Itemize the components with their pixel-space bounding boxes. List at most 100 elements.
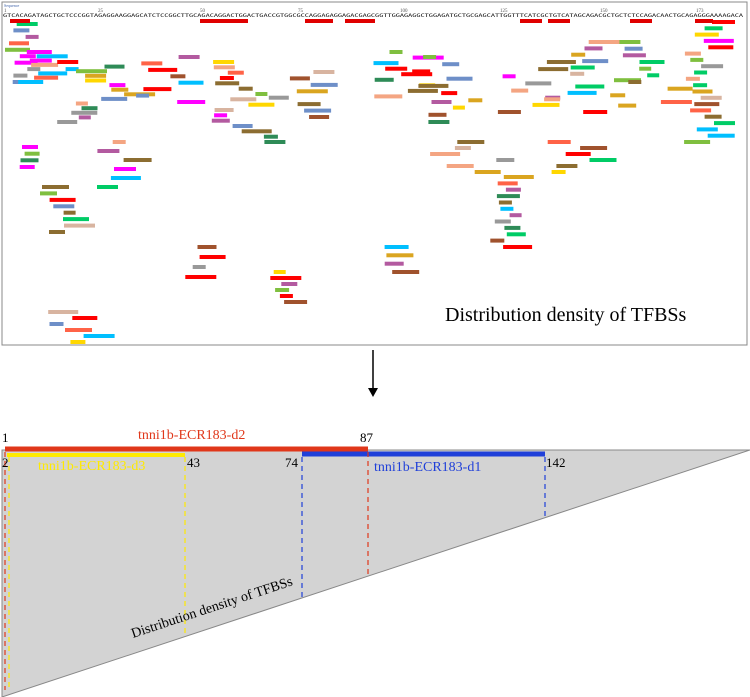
tfbs-block — [712, 20, 735, 24]
tfbs-block — [622, 53, 646, 58]
tfbs-block — [97, 185, 118, 189]
tfbs-block — [141, 61, 163, 66]
tfbs-block — [284, 300, 308, 304]
tfbs-block — [5, 47, 30, 52]
tfbs-block — [500, 206, 514, 211]
pos-74-label: 74 — [285, 455, 299, 470]
tfbs-block — [211, 118, 230, 123]
top-caption: Distribution density of TFBSs — [445, 304, 687, 326]
tfbs-block — [423, 55, 437, 59]
tfbs-block — [575, 84, 605, 89]
pos-43-label: 43 — [187, 455, 200, 470]
label-d1: tnni1b-ECR183-d1 — [374, 460, 481, 475]
tfbs-block — [345, 19, 375, 23]
ruler: 1 25 50 75 100 125 150 173 — [4, 9, 704, 14]
tfbs-block — [511, 88, 529, 93]
tfbs-block — [34, 75, 59, 80]
tfbs-block — [567, 90, 597, 95]
tfbs-block — [457, 140, 485, 144]
tfbs-block — [213, 65, 235, 70]
tfbs-block — [498, 200, 512, 205]
tfbs-block — [64, 223, 95, 228]
tfbs-block — [441, 91, 458, 96]
tfbs-block — [694, 102, 720, 107]
tfbs-block — [532, 102, 560, 107]
tfbs-block — [57, 60, 79, 64]
tfbs-block — [40, 191, 57, 196]
tfbs-block — [309, 115, 330, 119]
tfbs-block — [544, 97, 561, 102]
ruler-tick-1: 1 — [4, 9, 7, 14]
tfbs-block — [496, 158, 515, 162]
tfbs-block — [178, 55, 200, 59]
tfbs-block — [538, 67, 569, 72]
tfbs-block — [85, 73, 107, 78]
tfbs-block — [81, 106, 98, 111]
tfbs-block — [494, 219, 511, 224]
tfbs-block — [14, 60, 38, 65]
tfbs-block — [83, 334, 115, 338]
tfbs-block — [497, 181, 518, 186]
tfbs-block — [667, 86, 693, 91]
tfbs-block — [70, 340, 86, 344]
tfbs-block — [63, 217, 89, 222]
tfbs-block — [696, 127, 718, 132]
tfbs-block — [192, 265, 206, 269]
tfbs-block — [110, 176, 141, 180]
tfbs-block — [619, 40, 641, 44]
pos-87-label: 87 — [360, 430, 374, 445]
tfbs-block — [42, 185, 69, 189]
tfbs-block — [112, 140, 126, 144]
tfbs-block — [232, 124, 253, 128]
tfbs-block — [111, 87, 129, 92]
tfbs-block — [199, 255, 226, 259]
tfbs-block — [297, 102, 321, 107]
tfbs-block — [384, 261, 404, 266]
tfbs-block — [502, 74, 516, 79]
tfbs-block — [76, 69, 107, 74]
tfbs-block — [583, 110, 608, 114]
tfbs-block — [230, 97, 257, 102]
tfbs-block — [304, 108, 332, 113]
tfbs-block — [38, 71, 68, 76]
tfbs-block — [281, 282, 298, 286]
tfbs-block — [373, 61, 399, 66]
tfbs-block — [639, 66, 652, 71]
tfbs-block — [624, 46, 643, 51]
tfbs-block — [584, 46, 603, 51]
tfbs-block — [48, 310, 79, 314]
tfbs-block — [296, 89, 328, 94]
tfbs-blocks — [5, 19, 735, 344]
tfbs-block — [551, 170, 566, 174]
tfbs-block — [255, 92, 268, 96]
tfbs-block — [589, 158, 617, 162]
tfbs-block — [520, 19, 542, 23]
tfbs-block — [704, 114, 722, 119]
tfbs-block — [701, 64, 724, 69]
tfbs-block — [72, 316, 98, 320]
tfbs-block — [305, 19, 333, 23]
tfbs-block — [497, 110, 521, 114]
tfbs-block — [374, 77, 394, 82]
tfbs-block — [401, 72, 433, 77]
tfbs-block — [547, 140, 571, 144]
tfbs-block — [684, 140, 711, 144]
tfbs-block — [588, 40, 620, 44]
tfbs-block — [407, 88, 438, 93]
tfbs-block — [418, 83, 449, 88]
tfbs-block — [700, 95, 722, 100]
tfbs-block — [241, 129, 272, 134]
tfbs-block — [53, 204, 75, 209]
tfbs-block — [197, 245, 217, 249]
tfbs-block — [684, 51, 701, 56]
tfbs-block — [57, 120, 78, 124]
tfbs-block — [452, 105, 465, 110]
tfbs-block — [389, 50, 403, 54]
pos-142-label: 142 — [546, 455, 566, 470]
tfbs-block — [503, 245, 533, 249]
tfbs-block — [570, 71, 585, 76]
tfbs-block — [580, 146, 608, 150]
tfbs-block — [503, 175, 534, 179]
tfbs-block — [143, 87, 172, 92]
ruler-tick-75: 75 — [298, 9, 304, 14]
